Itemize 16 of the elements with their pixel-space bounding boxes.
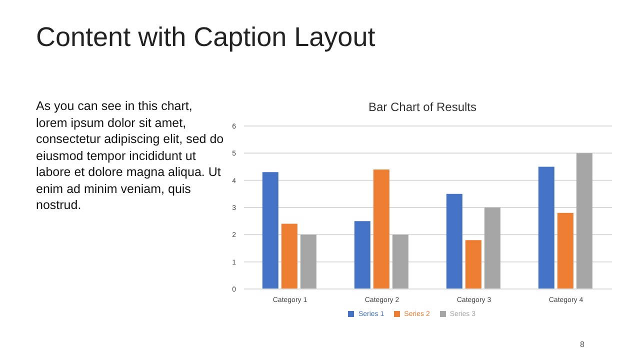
bar xyxy=(262,172,278,289)
bar xyxy=(484,208,500,289)
text: Content with Caption Layout xyxy=(36,22,376,53)
text: 8 xyxy=(580,340,584,349)
bar xyxy=(465,240,482,289)
bar xyxy=(576,153,592,289)
bar xyxy=(373,169,390,289)
bar xyxy=(538,166,554,289)
bar xyxy=(392,234,408,289)
bar xyxy=(446,194,462,289)
chart-title: Bar Chart of Results xyxy=(367,100,478,114)
bar xyxy=(300,234,316,289)
bar xyxy=(557,212,574,289)
bar xyxy=(354,221,370,289)
bar xyxy=(281,224,298,289)
text: As you can see in this chart, lorem ipsum dolor sit amet, consectetur adipiscing elit, sed do eiusmod tempor incididunt ut labore et dolore magna aliqua. Ut enim ad minim veniam, quis nostrud. xyxy=(36,98,225,214)
